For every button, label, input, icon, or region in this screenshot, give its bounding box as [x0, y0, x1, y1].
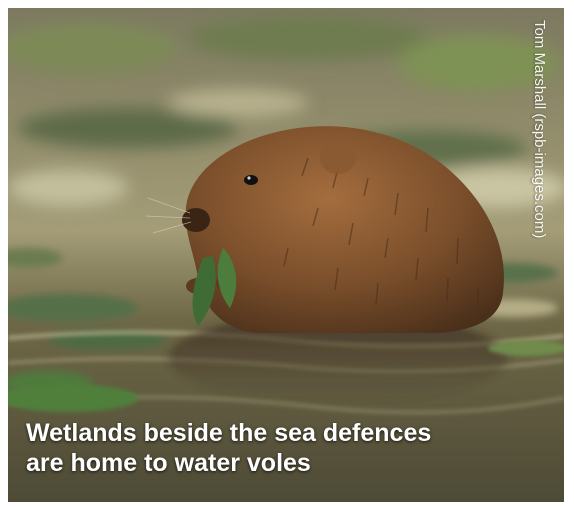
caption-line-1: Wetlands beside the sea defences — [26, 419, 432, 447]
photo-credit: Tom Marshall (rspb-images.com) — [531, 20, 548, 239]
foreground-weed — [8, 340, 564, 412]
caption-line-2: are home to water voles — [26, 449, 311, 477]
photo-caption: Wetlands beside the sea defences are hom… — [26, 418, 546, 478]
leaf — [192, 248, 237, 326]
vole-reflection — [168, 313, 508, 403]
water-vole-photo — [8, 8, 564, 502]
photo-frame: Tom Marshall (rspb-images.com) Wetlands … — [8, 8, 564, 502]
vole-eye — [244, 175, 258, 185]
